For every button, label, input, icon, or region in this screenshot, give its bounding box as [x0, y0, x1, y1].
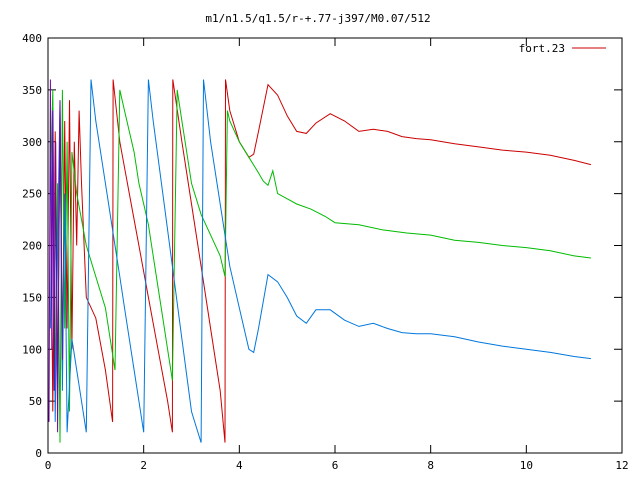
- legend: fort.23: [519, 42, 606, 55]
- y-axis: 0 50 100 150 200 250 300 350 400: [22, 32, 622, 460]
- x-tick-label: 4: [236, 459, 243, 472]
- y-tick-label: 150: [22, 291, 42, 304]
- y-tick-label: 400: [22, 32, 42, 45]
- plot-area: [48, 79, 592, 443]
- x-tick-label: 0: [45, 459, 52, 472]
- y-tick-label: 300: [22, 136, 42, 149]
- series-line-4: [48, 79, 63, 433]
- series-line-3: [49, 79, 591, 443]
- x-tick-label: 10: [520, 459, 533, 472]
- x-axis: 0 2 4 6 8 10 12: [45, 38, 629, 472]
- x-tick-label: 6: [332, 459, 339, 472]
- y-tick-label: 200: [22, 240, 42, 253]
- legend-label: fort.23: [519, 42, 565, 55]
- series-line-1: [49, 79, 592, 443]
- chart-title: m1/n1.5/q1.5/r-+.77-j397/M0.07/512: [205, 12, 430, 25]
- y-tick-label: 0: [35, 447, 42, 460]
- y-tick-label: 250: [22, 188, 42, 201]
- x-tick-label: 8: [427, 459, 434, 472]
- series-line-2: [49, 89, 591, 443]
- y-tick-label: 350: [22, 84, 42, 97]
- y-tick-label: 50: [29, 395, 42, 408]
- x-tick-label: 12: [615, 459, 628, 472]
- y-tick-label: 100: [22, 343, 42, 356]
- x-tick-label: 2: [140, 459, 147, 472]
- plot-frame: [47, 37, 623, 454]
